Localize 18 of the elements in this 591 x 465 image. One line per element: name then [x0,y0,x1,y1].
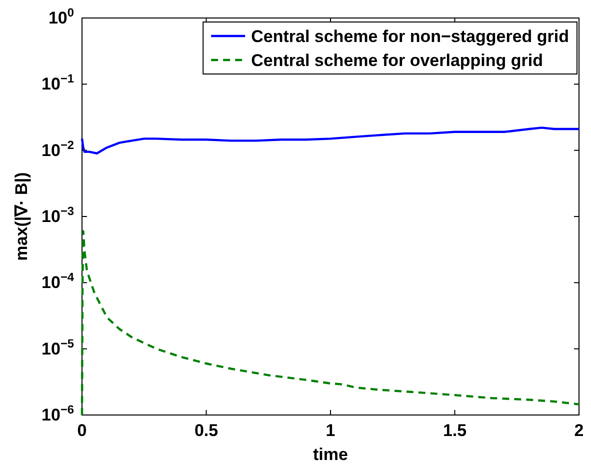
y-tick-label: 10$^{−1}$ [42,72,74,94]
y-tick-label: 10$^{0}$ [48,5,74,28]
x-tick-label: 1.5 [442,421,467,440]
legend-label: Central scheme for overlapping grid [251,51,544,70]
x-tick-label: 1 [326,421,336,440]
x-axis-title: time [313,445,348,464]
y-tick-label: 10$^{−4}$ [42,270,74,292]
y-axis-title: max(|∇· B|) [12,172,31,261]
line-series [80,126,580,154]
x-tick-label: 2 [574,421,584,440]
x-tick-label: 0 [77,421,87,440]
line-series [80,230,580,416]
x-tick-label: 0.5 [194,421,218,440]
y-tick-label: 10$^{−6}$ [42,402,74,424]
legend-label: Central scheme for non−staggered grid [251,27,569,46]
y-tick-label: 10$^{−3}$ [42,204,74,226]
y-tick-label: 10$^{−2}$ [42,138,74,160]
y-tick-label: 10$^{−5}$ [42,336,74,358]
